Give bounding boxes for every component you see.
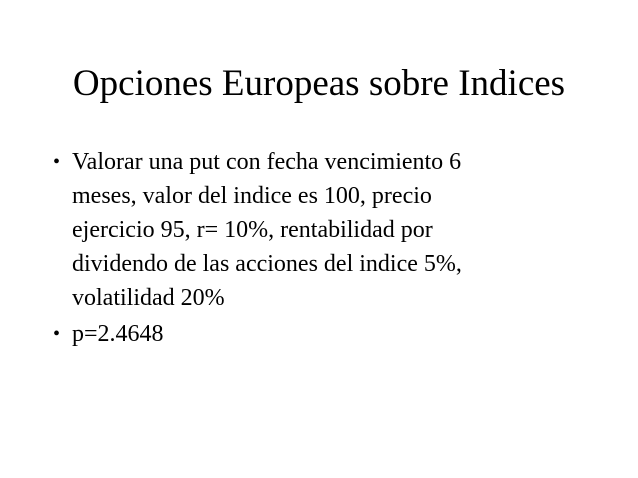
slide-title: Opciones Europeas sobre Indices [72,63,566,104]
bullet-text-line: ejercicio 95, r= 10%, rentabilidad por [72,217,433,243]
bullet-item-result: • p=2.4648 [53,317,613,351]
bullet-text-line: dividendo de las acciones del indice 5%, [72,251,462,277]
bullet-text-line: volatilidad 20% [72,285,225,311]
bullet-icon: • [53,323,61,345]
bullet-text-line: Valorar una put con fecha vencimiento 6 [72,149,462,175]
bullet-list: • Valorar una put con fecha vencimiento … [53,145,613,353]
bullet-icon: • [53,151,61,173]
bullet-text-line: p=2.4648 [72,321,164,347]
bullet-text-line: meses, valor del indice es 100, precio [72,183,432,209]
bullet-item-put-valuation: • Valorar una put con fecha vencimiento … [53,145,613,315]
